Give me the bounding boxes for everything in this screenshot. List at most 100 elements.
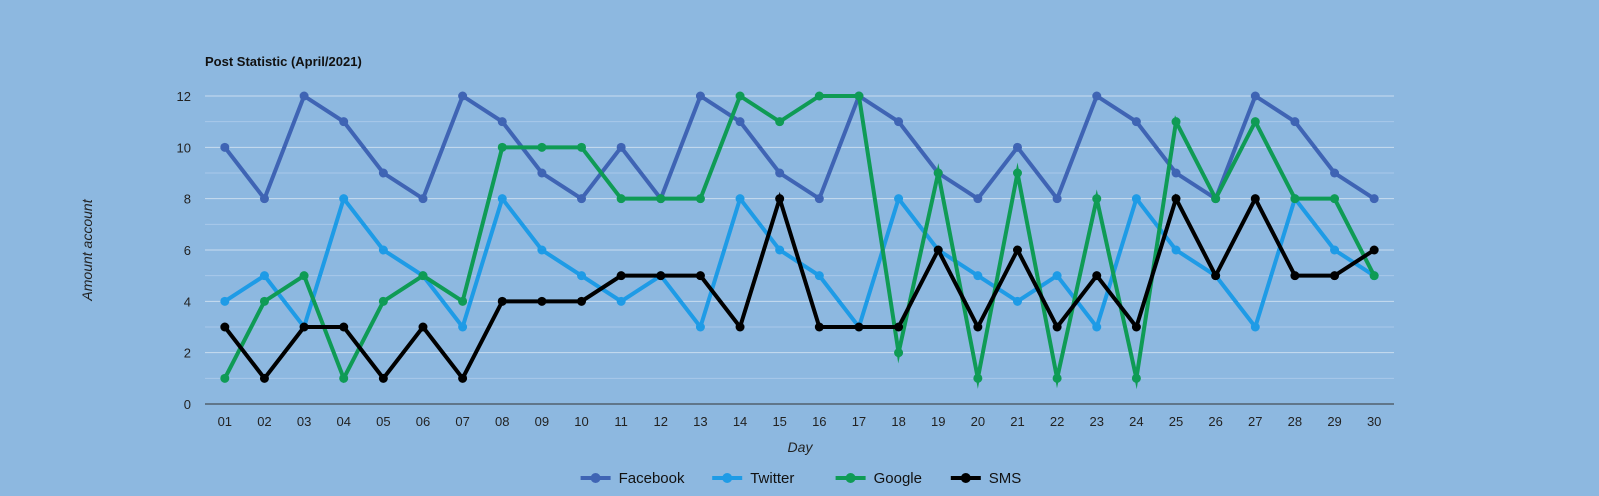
data-point-google[interactable] (736, 92, 745, 101)
data-point-twitter[interactable] (1330, 246, 1339, 255)
data-point-facebook[interactable] (1092, 92, 1101, 101)
data-point-sms[interactable] (1092, 271, 1101, 280)
legend-item-sms[interactable]: SMS (951, 470, 1022, 487)
data-point-facebook[interactable] (894, 117, 903, 126)
data-point-facebook[interactable] (736, 117, 745, 126)
data-point-sms[interactable] (656, 271, 665, 280)
data-point-sms[interactable] (815, 323, 824, 332)
legend-item-facebook[interactable]: Facebook (581, 470, 685, 487)
data-point-twitter[interactable] (339, 194, 348, 203)
data-point-sms[interactable] (260, 374, 269, 383)
data-point-twitter[interactable] (379, 246, 388, 255)
data-point-twitter[interactable] (537, 246, 546, 255)
data-point-google[interactable] (1290, 194, 1299, 203)
data-point-google[interactable] (300, 271, 309, 280)
data-point-sms[interactable] (617, 271, 626, 280)
data-point-sms[interactable] (379, 374, 388, 383)
data-point-twitter[interactable] (736, 194, 745, 203)
data-point-facebook[interactable] (577, 194, 586, 203)
data-point-twitter[interactable] (458, 323, 467, 332)
data-point-facebook[interactable] (775, 169, 784, 178)
data-point-google[interactable] (220, 374, 229, 383)
data-point-twitter[interactable] (815, 271, 824, 280)
data-point-google[interactable] (617, 194, 626, 203)
data-point-twitter[interactable] (498, 194, 507, 203)
data-point-google[interactable] (1053, 374, 1062, 383)
data-point-facebook[interactable] (1172, 169, 1181, 178)
data-point-facebook[interactable] (696, 92, 705, 101)
data-point-google[interactable] (260, 297, 269, 306)
data-point-facebook[interactable] (1013, 143, 1022, 152)
data-point-sms[interactable] (1251, 194, 1260, 203)
data-point-sms[interactable] (498, 297, 507, 306)
data-point-facebook[interactable] (815, 194, 824, 203)
data-point-google[interactable] (1132, 374, 1141, 383)
data-point-google[interactable] (458, 297, 467, 306)
data-point-google[interactable] (1330, 194, 1339, 203)
data-point-sms[interactable] (300, 323, 309, 332)
data-point-facebook[interactable] (498, 117, 507, 126)
data-point-facebook[interactable] (1132, 117, 1141, 126)
data-point-google[interactable] (498, 143, 507, 152)
data-point-sms[interactable] (1053, 323, 1062, 332)
data-point-facebook[interactable] (418, 194, 427, 203)
data-point-facebook[interactable] (537, 169, 546, 178)
data-point-facebook[interactable] (458, 92, 467, 101)
data-point-sms[interactable] (537, 297, 546, 306)
data-point-twitter[interactable] (260, 271, 269, 280)
data-point-google[interactable] (1251, 117, 1260, 126)
data-point-google[interactable] (339, 374, 348, 383)
data-point-sms[interactable] (736, 323, 745, 332)
data-point-twitter[interactable] (1251, 323, 1260, 332)
data-point-twitter[interactable] (775, 246, 784, 255)
data-point-twitter[interactable] (1013, 297, 1022, 306)
data-point-google[interactable] (934, 169, 943, 178)
legend-item-google[interactable]: Google (836, 470, 922, 487)
data-point-sms[interactable] (220, 323, 229, 332)
data-point-sms[interactable] (1211, 271, 1220, 280)
data-point-sms[interactable] (418, 323, 427, 332)
data-point-facebook[interactable] (220, 143, 229, 152)
data-point-google[interactable] (894, 348, 903, 357)
data-point-google[interactable] (656, 194, 665, 203)
data-point-sms[interactable] (339, 323, 348, 332)
data-point-google[interactable] (577, 143, 586, 152)
data-point-google[interactable] (1370, 271, 1379, 280)
data-point-facebook[interactable] (260, 194, 269, 203)
data-point-google[interactable] (1013, 169, 1022, 178)
data-point-sms[interactable] (577, 297, 586, 306)
data-point-google[interactable] (418, 271, 427, 280)
data-point-google[interactable] (815, 92, 824, 101)
data-point-facebook[interactable] (1330, 169, 1339, 178)
data-point-google[interactable] (854, 92, 863, 101)
data-point-twitter[interactable] (973, 271, 982, 280)
data-point-twitter[interactable] (696, 323, 705, 332)
data-point-sms[interactable] (696, 271, 705, 280)
data-point-sms[interactable] (458, 374, 467, 383)
data-point-google[interactable] (379, 297, 388, 306)
data-point-sms[interactable] (1172, 194, 1181, 203)
data-point-twitter[interactable] (1092, 323, 1101, 332)
data-point-twitter[interactable] (577, 271, 586, 280)
data-point-google[interactable] (696, 194, 705, 203)
data-point-twitter[interactable] (1053, 271, 1062, 280)
data-point-google[interactable] (1092, 194, 1101, 203)
data-point-facebook[interactable] (617, 143, 626, 152)
data-point-twitter[interactable] (1172, 246, 1181, 255)
data-point-facebook[interactable] (1251, 92, 1260, 101)
data-point-sms[interactable] (1370, 246, 1379, 255)
data-point-facebook[interactable] (379, 169, 388, 178)
data-point-sms[interactable] (1013, 246, 1022, 255)
data-point-sms[interactable] (1132, 323, 1141, 332)
data-point-facebook[interactable] (1370, 194, 1379, 203)
data-point-twitter[interactable] (1132, 194, 1141, 203)
data-point-google[interactable] (973, 374, 982, 383)
legend-item-twitter[interactable]: Twitter (712, 470, 794, 487)
data-point-google[interactable] (1172, 117, 1181, 126)
data-point-sms[interactable] (934, 246, 943, 255)
data-point-sms[interactable] (894, 323, 903, 332)
data-point-facebook[interactable] (973, 194, 982, 203)
data-point-facebook[interactable] (339, 117, 348, 126)
data-point-facebook[interactable] (300, 92, 309, 101)
data-point-google[interactable] (1211, 194, 1220, 203)
